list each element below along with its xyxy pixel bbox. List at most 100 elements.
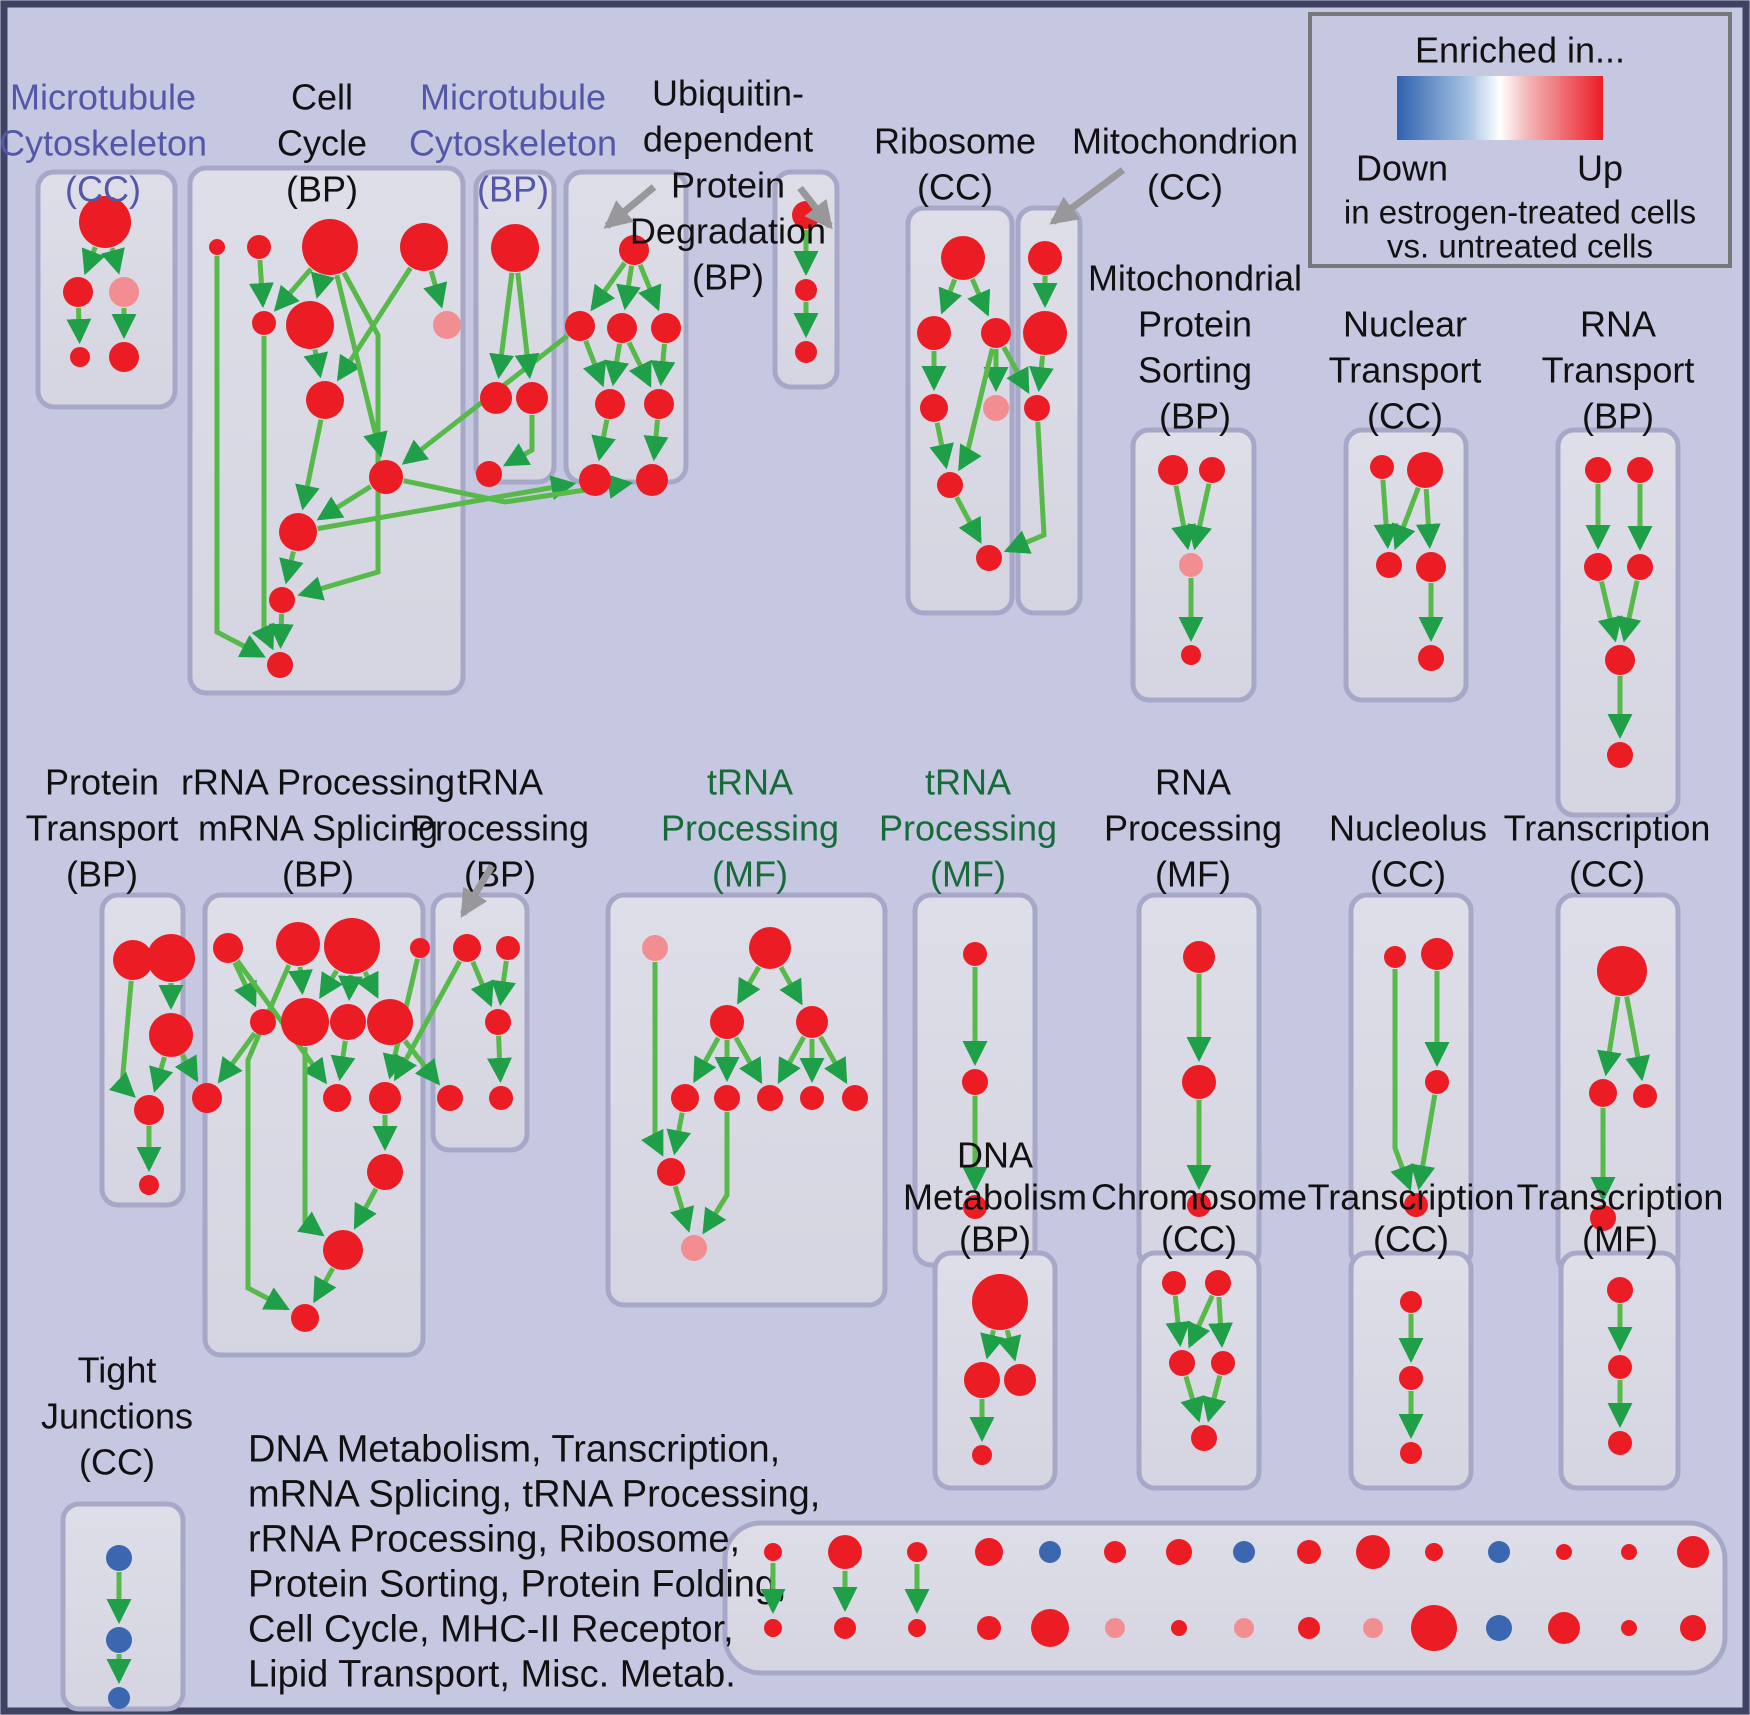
go-term-node bbox=[710, 1005, 744, 1039]
go-term-node bbox=[453, 934, 481, 962]
go-term-node bbox=[941, 236, 985, 280]
cluster-label-line: Transport bbox=[1329, 350, 1482, 391]
edge-arrow bbox=[273, 267, 313, 312]
cluster-label-line: (MF) bbox=[712, 854, 788, 895]
edge-arrow bbox=[149, 1056, 174, 1093]
edge-arrow bbox=[1171, 485, 1196, 551]
go-term-node bbox=[962, 1069, 988, 1095]
go-term-node bbox=[1486, 1615, 1512, 1641]
edge-arrow bbox=[591, 419, 616, 462]
edge-arrow bbox=[1187, 1294, 1215, 1349]
edge-arrow bbox=[217, 1031, 257, 1084]
edge-arrow bbox=[393, 959, 462, 1082]
go-term-node bbox=[1158, 455, 1188, 485]
go-term-node bbox=[247, 235, 271, 259]
go-term-node bbox=[330, 1004, 366, 1040]
go-term-node bbox=[480, 382, 512, 414]
cluster-label-line: Sorting bbox=[1138, 350, 1252, 391]
edge-arrow bbox=[1415, 488, 1441, 549]
cluster-label-line: (BP) bbox=[286, 169, 358, 210]
edge-arrow bbox=[1390, 969, 1414, 1191]
cluster-label-line: tRNA bbox=[457, 762, 543, 803]
cluster-label-line: dependent bbox=[643, 119, 813, 160]
edge-arrow bbox=[296, 1047, 325, 1237]
go-term-node bbox=[267, 652, 293, 678]
cluster-label-transcription-cc-2: Transcription(CC) bbox=[1308, 1177, 1515, 1260]
go-term-node bbox=[1181, 645, 1201, 665]
go-term-node bbox=[964, 1362, 1000, 1398]
go-term-node bbox=[1607, 742, 1633, 768]
cluster-label-line: Degradation bbox=[630, 211, 826, 252]
go-term-node bbox=[323, 1084, 351, 1112]
go-term-node bbox=[369, 1082, 401, 1114]
legend-subtitle-1: in estrogen-treated cells bbox=[1344, 194, 1696, 231]
go-term-node bbox=[579, 464, 611, 496]
go-term-node bbox=[369, 460, 403, 494]
go-term-node bbox=[1199, 457, 1225, 483]
go-term-node bbox=[842, 1085, 868, 1111]
note-line: rRNA Processing, Ribosome, bbox=[248, 1518, 740, 1560]
cluster-label-line: Transcription bbox=[1517, 1177, 1724, 1218]
go-term-node bbox=[1597, 946, 1647, 996]
go-term-node bbox=[252, 311, 276, 335]
cluster-label-line: (CC) bbox=[1569, 854, 1645, 895]
edge-arrow bbox=[514, 272, 540, 380]
edge-arrow bbox=[319, 969, 343, 1000]
cluster-label-line: (CC) bbox=[1161, 1219, 1237, 1260]
go-term-node bbox=[1677, 1536, 1709, 1568]
go-term-node bbox=[595, 389, 625, 419]
edge-arrow bbox=[251, 336, 275, 651]
go-term-node bbox=[1421, 938, 1453, 970]
cluster-label-line: (CC) bbox=[79, 1442, 155, 1483]
go-term-node bbox=[796, 1006, 828, 1038]
edge-arrow bbox=[666, 1112, 692, 1156]
go-term-node bbox=[1233, 1541, 1255, 1563]
cluster-label-line: Cytoskeleton bbox=[409, 123, 617, 164]
go-term-node bbox=[1105, 1618, 1125, 1638]
cluster-box-mixed-terms bbox=[722, 1520, 1728, 1676]
cluster-label-line: Transport bbox=[1542, 350, 1695, 391]
edge-arrow bbox=[996, 1329, 1022, 1362]
go-term-node bbox=[1234, 1618, 1254, 1638]
edge-arrow bbox=[736, 965, 762, 1005]
go-term-node bbox=[976, 545, 1002, 571]
go-term-node bbox=[907, 1542, 927, 1562]
edge-arrow bbox=[693, 1036, 721, 1084]
edge-arrow bbox=[503, 415, 535, 467]
cluster-label-rna-processing-mf: RNA Processing (MF) bbox=[1104, 762, 1282, 895]
go-term-node bbox=[972, 1445, 992, 1465]
go-term-node bbox=[1416, 552, 1446, 582]
edge-arrow bbox=[1201, 1374, 1227, 1423]
edge-arrow bbox=[958, 348, 995, 472]
go-term-node bbox=[147, 934, 195, 982]
edge-arrow bbox=[1597, 581, 1623, 643]
go-term-node bbox=[108, 1687, 130, 1709]
go-term-node bbox=[1183, 941, 1215, 973]
cluster-label-line: Tight bbox=[78, 1350, 157, 1391]
go-term-node bbox=[1023, 311, 1067, 355]
edge-arrow bbox=[423, 270, 448, 309]
pointer-arrow bbox=[460, 864, 495, 918]
edge-arrow bbox=[81, 246, 106, 276]
go-term-node bbox=[1179, 553, 1203, 577]
cluster-label-line: (BP) bbox=[282, 854, 354, 895]
cluster-label-mt-bp: Microtubule Cytoskeleton (BP) bbox=[409, 77, 617, 210]
edge-arrow bbox=[109, 980, 136, 1098]
go-term-node bbox=[1590, 1205, 1616, 1231]
edge-arrow bbox=[818, 1035, 848, 1085]
go-term-node bbox=[1370, 455, 1394, 479]
go-term-node bbox=[1621, 1544, 1637, 1560]
go-term-node bbox=[1399, 1366, 1423, 1390]
go-term-node bbox=[1298, 1617, 1320, 1639]
go-term-node bbox=[1356, 1535, 1390, 1569]
cluster-label-line: RNA bbox=[1155, 762, 1231, 803]
go-term-node bbox=[1039, 1541, 1061, 1563]
cluster-label-line: DNA bbox=[957, 1135, 1033, 1176]
cluster-label-line: Processing bbox=[661, 808, 839, 849]
go-term-node bbox=[937, 472, 963, 498]
edge-arrow bbox=[670, 1185, 695, 1233]
go-term-node bbox=[963, 942, 987, 966]
cluster-label-line: Protein bbox=[1138, 304, 1252, 345]
